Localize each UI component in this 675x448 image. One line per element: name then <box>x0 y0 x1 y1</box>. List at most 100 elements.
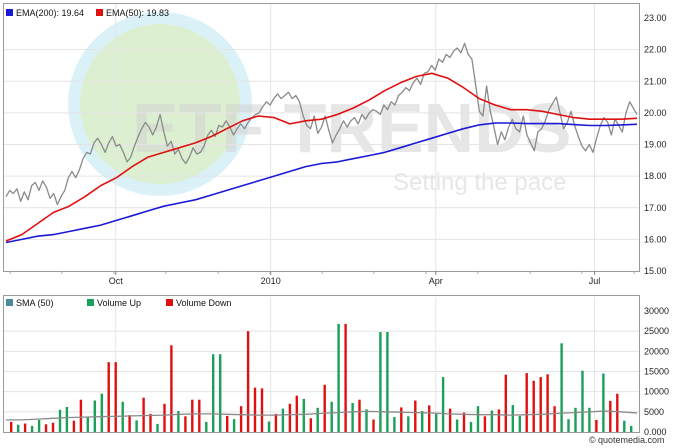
volume-up-bar <box>177 411 180 432</box>
volume-down-bar <box>414 400 417 432</box>
volume-up-bar <box>581 370 584 432</box>
volume-down-bar <box>400 407 403 432</box>
volume-up-bar <box>316 407 319 432</box>
volume-up-bar <box>393 417 396 432</box>
volume-down-bar <box>288 403 292 432</box>
volume-up-bar <box>365 409 368 432</box>
volume-down-bar <box>504 374 507 432</box>
volume-grid <box>4 297 639 432</box>
volume-up-bar <box>121 401 124 433</box>
legend-label-volume-up: Volume Up <box>97 298 141 308</box>
volume-down-bar <box>553 406 556 432</box>
price-y-tick-label: 17.00 <box>644 203 667 213</box>
volume-up-bar <box>17 424 20 432</box>
volume-plot-frame <box>3 295 640 433</box>
volume-up-bar <box>476 406 480 432</box>
volume-y-tick-label: 30000 <box>644 306 669 316</box>
volume-up-bar <box>574 407 577 432</box>
volume-down-bar <box>497 409 501 432</box>
legend-swatch-ema200 <box>6 9 13 16</box>
volume-sma <box>6 410 638 421</box>
volume-down-bar <box>428 405 431 432</box>
volume-sma-line <box>6 410 638 421</box>
volume-down-bar <box>10 421 13 432</box>
volume-down-bar <box>72 420 76 432</box>
volume-down-bar <box>609 400 612 432</box>
volume-y-axis: 30000 25000 20000 15000 10000 5000 0.000 <box>644 306 669 437</box>
volume-down-bar <box>358 399 361 432</box>
volume-up-bar <box>469 421 473 432</box>
volume-down-bar <box>595 419 598 432</box>
volume-down-bar <box>163 403 166 432</box>
volume-down-bar <box>128 415 131 432</box>
legend-swatch-ema50 <box>96 9 103 16</box>
watermark-tagline: Setting the pace <box>393 169 566 196</box>
price-series <box>5 42 638 244</box>
series-line-ema-200- <box>5 122 638 244</box>
price-y-tick-label: 18.00 <box>644 171 667 181</box>
legend-label-sma: SMA (50) <box>16 298 54 308</box>
volume-down-bar <box>344 323 347 432</box>
price-x-axis: Oct 2010 Apr Jul <box>9 271 635 286</box>
volume-down-bar <box>448 408 452 432</box>
price-y-tick-label: 20.00 <box>644 108 667 118</box>
volume-up-bar <box>511 405 514 432</box>
legend-swatch-sma <box>6 299 13 306</box>
price-y-tick-label: 15.00 <box>644 266 667 276</box>
volume-down-bar <box>239 406 243 432</box>
price-y-axis: 23.00 22.00 21.00 20.00 19.00 18.00 17.00 16.00… <box>644 13 667 276</box>
watermark: ETF TRENDS Setting the pace <box>68 12 571 196</box>
volume-up-bar <box>30 425 34 432</box>
volume-down-bar <box>253 387 257 432</box>
volume-down-bar <box>546 374 549 432</box>
legend-label-ema200: EMA(200): 19.64 <box>16 8 84 18</box>
credit-text: quotemedia.com <box>598 435 665 445</box>
price-x-tick-label: 2010 <box>261 276 281 286</box>
volume-down-bar <box>309 418 312 432</box>
volume-down-bar <box>23 423 27 432</box>
volume-down-bar <box>170 345 173 432</box>
price-y-tick-label: 21.00 <box>644 76 667 86</box>
volume-down-bar <box>44 424 48 432</box>
volume-up-bar <box>518 415 521 432</box>
price-grid <box>4 4 639 271</box>
volume-up-bar <box>86 417 89 432</box>
volume-up-bar <box>58 409 62 432</box>
volume-up-bar <box>37 419 41 432</box>
volume-y-tick-label: 10000 <box>644 387 669 397</box>
price-x-tick-label: Jul <box>589 276 601 286</box>
volume-up-bar <box>435 413 438 432</box>
volume-down-bar <box>191 399 194 432</box>
volume-up-bar <box>100 393 103 432</box>
volume-up-bar <box>267 421 271 432</box>
volume-y-tick-label: 15000 <box>644 367 669 377</box>
volume-up-bar <box>379 332 382 432</box>
volume-up-bar <box>337 323 340 432</box>
volume-up-bar <box>65 407 69 432</box>
volume-up-bar <box>212 354 215 432</box>
price-y-tick-label: 22.00 <box>644 45 667 55</box>
legend-label-ema50: EMA(50): 19.83 <box>106 8 169 18</box>
volume-up-bar <box>630 425 633 432</box>
volume-bars <box>10 323 633 433</box>
volume-down-bar <box>79 399 83 432</box>
volume-down-bar <box>274 413 278 432</box>
price-x-tick-label: Oct <box>109 276 124 286</box>
watermark-logo: ETF TRENDS <box>132 89 571 167</box>
legend-swatch-volume-down <box>166 299 173 306</box>
volume-down-bar <box>483 416 487 432</box>
volume-up-bar <box>623 420 626 432</box>
volume-down-bar <box>184 416 187 432</box>
series-line-price <box>5 42 638 206</box>
volume-up-bar <box>281 408 285 432</box>
volume-down-bar <box>149 413 152 432</box>
volume-up-bar <box>351 403 354 432</box>
price-legend: EMA(200): 19.64 EMA(50): 19.83 <box>6 8 169 18</box>
volume-down-bar <box>114 362 117 432</box>
volume-down-bar <box>616 393 619 432</box>
volume-y-tick-label: 0.000 <box>644 427 667 437</box>
volume-up-bar <box>302 398 305 432</box>
volume-up-bar <box>490 410 494 432</box>
price-y-tick-label: 23.00 <box>644 13 667 23</box>
